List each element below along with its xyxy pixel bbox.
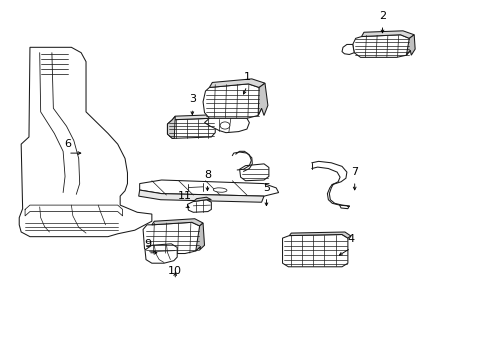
Polygon shape (289, 232, 350, 238)
Text: 8: 8 (203, 170, 211, 180)
Text: 5: 5 (263, 183, 269, 193)
Text: 11: 11 (178, 191, 192, 201)
Ellipse shape (213, 188, 226, 192)
Polygon shape (143, 222, 200, 253)
Text: 2: 2 (378, 11, 385, 21)
Polygon shape (204, 118, 249, 133)
Polygon shape (361, 31, 413, 39)
Polygon shape (152, 219, 203, 226)
Polygon shape (19, 47, 152, 237)
Polygon shape (352, 35, 409, 57)
Text: 9: 9 (144, 239, 151, 249)
Text: 1: 1 (243, 72, 250, 82)
Text: 3: 3 (188, 94, 195, 104)
Polygon shape (341, 44, 353, 54)
Text: 10: 10 (168, 266, 182, 276)
Polygon shape (195, 223, 204, 251)
Circle shape (220, 122, 229, 129)
Polygon shape (172, 115, 219, 123)
Polygon shape (282, 234, 347, 267)
Polygon shape (209, 79, 264, 87)
Polygon shape (187, 200, 211, 212)
Polygon shape (167, 118, 215, 138)
Text: 4: 4 (346, 234, 354, 244)
Polygon shape (203, 84, 261, 118)
Text: 6: 6 (64, 139, 71, 149)
Polygon shape (258, 83, 267, 116)
Polygon shape (145, 244, 177, 263)
Polygon shape (139, 190, 264, 202)
Polygon shape (193, 197, 211, 202)
Polygon shape (239, 164, 268, 181)
Polygon shape (406, 35, 414, 55)
Text: 7: 7 (350, 167, 358, 177)
Polygon shape (140, 180, 278, 196)
Polygon shape (167, 116, 175, 138)
